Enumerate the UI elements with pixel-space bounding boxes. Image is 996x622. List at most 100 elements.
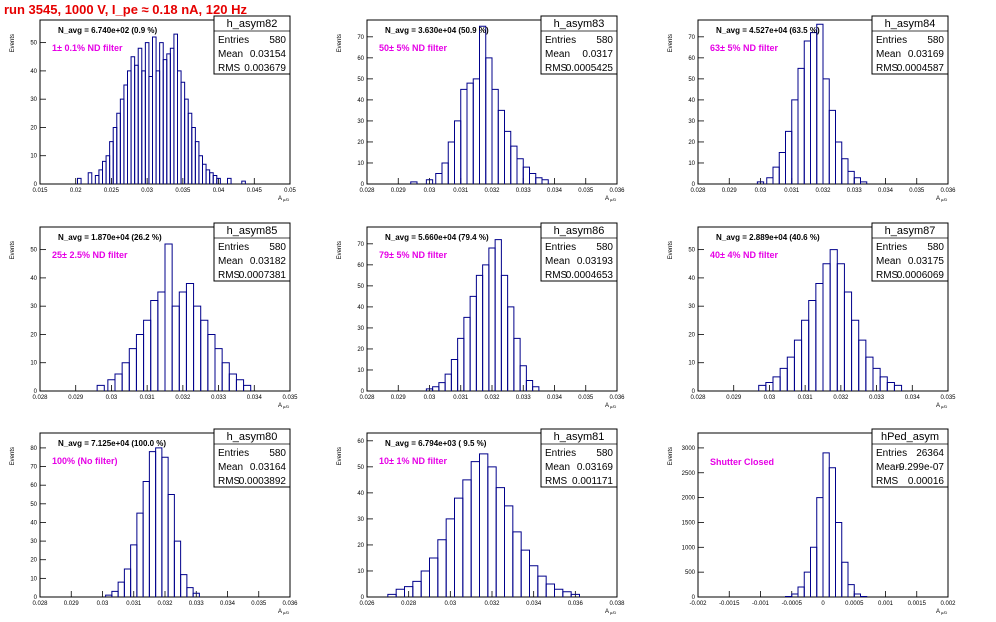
y-tick-label: 70 (30, 465, 37, 471)
n-avg-label: N_avg = 5.660e+04 (79.4 %) (385, 233, 489, 242)
y-tick-label: 20 (688, 140, 695, 146)
stats-value-mean: 0.03169 (577, 462, 614, 473)
stats-label-mean: Mean (545, 49, 570, 60)
filter-label: 10± 1% ND filter (379, 456, 447, 466)
filter-label: 63± 5% ND filter (710, 43, 778, 53)
y-tick-label: 80 (30, 446, 37, 452)
y-axis-label: Events (337, 447, 343, 465)
histogram-bin (96, 384, 105, 391)
histogram-bin (227, 177, 232, 184)
stats-box (540, 15, 618, 75)
x-tick-label: 0.04 (213, 188, 225, 194)
y-tick-label: 60 (357, 439, 364, 445)
stats-label-mean: Mean (876, 256, 901, 267)
histogram-bin (173, 540, 182, 597)
stats-value-entries: 580 (269, 35, 286, 46)
x-tick-label: 0.036 (282, 601, 298, 607)
y-axis-label: Events (10, 447, 16, 465)
x-tick-label: 0.029 (391, 188, 407, 194)
y-tick-label: 10 (357, 161, 364, 167)
stats-label-entries: Entries (218, 242, 249, 253)
histogram-bin (893, 384, 903, 391)
stats-label-entries: Entries (218, 448, 249, 459)
stats-box (540, 428, 618, 488)
histogram-bin (425, 179, 434, 184)
histogram-bin (180, 574, 188, 597)
x-tick-label: 0.028 (690, 188, 706, 194)
n-avg-label: N_avg = 7.125e+04 (100.0 %) (58, 439, 166, 448)
histogram-bin (841, 561, 849, 597)
stats-label-mean: Mean (876, 49, 901, 60)
stats-label-mean: Mean (545, 462, 570, 473)
histogram-bin (410, 181, 418, 184)
histogram-bin (243, 384, 252, 391)
histogram-bin (532, 386, 540, 391)
stats-value-entries: 580 (596, 448, 613, 459)
x-tick-label: 0.031 (140, 395, 156, 401)
y-tick-label: 60 (357, 56, 364, 62)
n-avg-label: N_avg = 4.527e+04 (63.5 %) (716, 26, 820, 35)
panel-h_asym87: Events 0 10 20 30 40 50 0.028 0.029 0.03 0.031 0.03… (668, 222, 956, 409)
stats-value-rms: 0.00016 (908, 476, 945, 487)
x-tick-label: 0.02 (70, 188, 82, 194)
page-title: run 3545, 1000 V, I_pe ≈ 0.18 nA, 120 Hz (4, 2, 247, 17)
stats-box (871, 15, 949, 75)
stats-value-rms: 0.0004653 (566, 270, 614, 281)
x-axis-title: Aμ/D (936, 196, 947, 202)
y-tick-label: 40 (688, 98, 695, 104)
x-axis-title: Aμ/D (936, 403, 947, 409)
histogram-bin (77, 177, 82, 184)
histogram-bin (847, 584, 855, 597)
x-tick-label: 0.035 (251, 601, 267, 607)
stats-hist-name: h_asym85 (227, 225, 278, 237)
stats-value-entries: 580 (927, 242, 944, 253)
x-tick-label: 0.032 (484, 601, 500, 607)
x-tick-label: 0.031 (453, 188, 469, 194)
x-tick-label: 0.033 (847, 188, 863, 194)
x-tick-label: -0.001 (752, 601, 770, 607)
stats-label-entries: Entries (876, 242, 907, 253)
x-tick-label: 0.028 (32, 601, 48, 607)
stats-value-mean: 0.03175 (908, 256, 945, 267)
y-tick-label: 1500 (682, 520, 696, 526)
panel-h_asym85: Events 0 10 20 30 40 50 0.028 0.029 0.03 0.031 0.03… (10, 222, 298, 409)
x-axis-title: Aμ/D (278, 196, 289, 202)
y-tick-label: 50 (688, 77, 695, 83)
y-tick-label: 0 (361, 389, 365, 395)
stats-label-mean: Mean (218, 256, 243, 267)
panel-hPed_asym: Events 0 500 1000 1500 2000 2500 3000 -0.002 -0.0… (668, 428, 956, 615)
stats-box (540, 222, 618, 282)
histogram-bin (513, 337, 521, 391)
histogram-bin (186, 587, 194, 597)
stats-value-mean: 0.03154 (250, 49, 287, 60)
stats-value-rms: 0.003679 (244, 63, 286, 74)
panel-h_asym84: Events 0 10 20 30 40 50 60 70 0.028 0.029 0.03 0.031… (668, 15, 956, 202)
x-tick-label: 0.025 (104, 188, 120, 194)
stats-label-mean: Mean (218, 49, 243, 60)
stats-box (871, 428, 949, 488)
x-axis-title: Aμ/D (278, 403, 289, 409)
y-tick-label: 50 (357, 284, 364, 290)
stats-value-mean: 0.03169 (908, 49, 945, 60)
x-tick-label: 0.03 (424, 395, 436, 401)
filter-label: 100% (No filter) (52, 456, 118, 466)
y-tick-label: 30 (688, 119, 695, 125)
y-tick-label: 30 (688, 304, 695, 310)
filter-label: 50± 5% ND filter (379, 43, 447, 53)
stats-label-mean: Mean (218, 462, 243, 473)
y-axis-label: Events (10, 34, 16, 52)
y-tick-label: 20 (357, 347, 364, 353)
x-tick-label: 0.03 (755, 188, 767, 194)
n-avg-label: N_avg = 2.889e+04 (40.6 %) (716, 233, 820, 242)
n-avg-label: N_avg = 3.630e+04 (50.9 %) (385, 26, 489, 35)
x-tick-label: 0.029 (64, 601, 80, 607)
x-tick-label: 0.033 (189, 601, 205, 607)
x-tick-label: 0.035 (578, 188, 594, 194)
x-tick-label: 0.029 (391, 395, 407, 401)
x-tick-label: 0.036 (609, 395, 625, 401)
x-tick-label: 0.002 (940, 601, 956, 607)
y-tick-label: 30 (30, 539, 37, 545)
y-axis-label: Events (668, 241, 674, 259)
stats-label-rms: RMS (876, 270, 899, 281)
filter-label: 1± 0.1% ND filter (52, 43, 123, 53)
